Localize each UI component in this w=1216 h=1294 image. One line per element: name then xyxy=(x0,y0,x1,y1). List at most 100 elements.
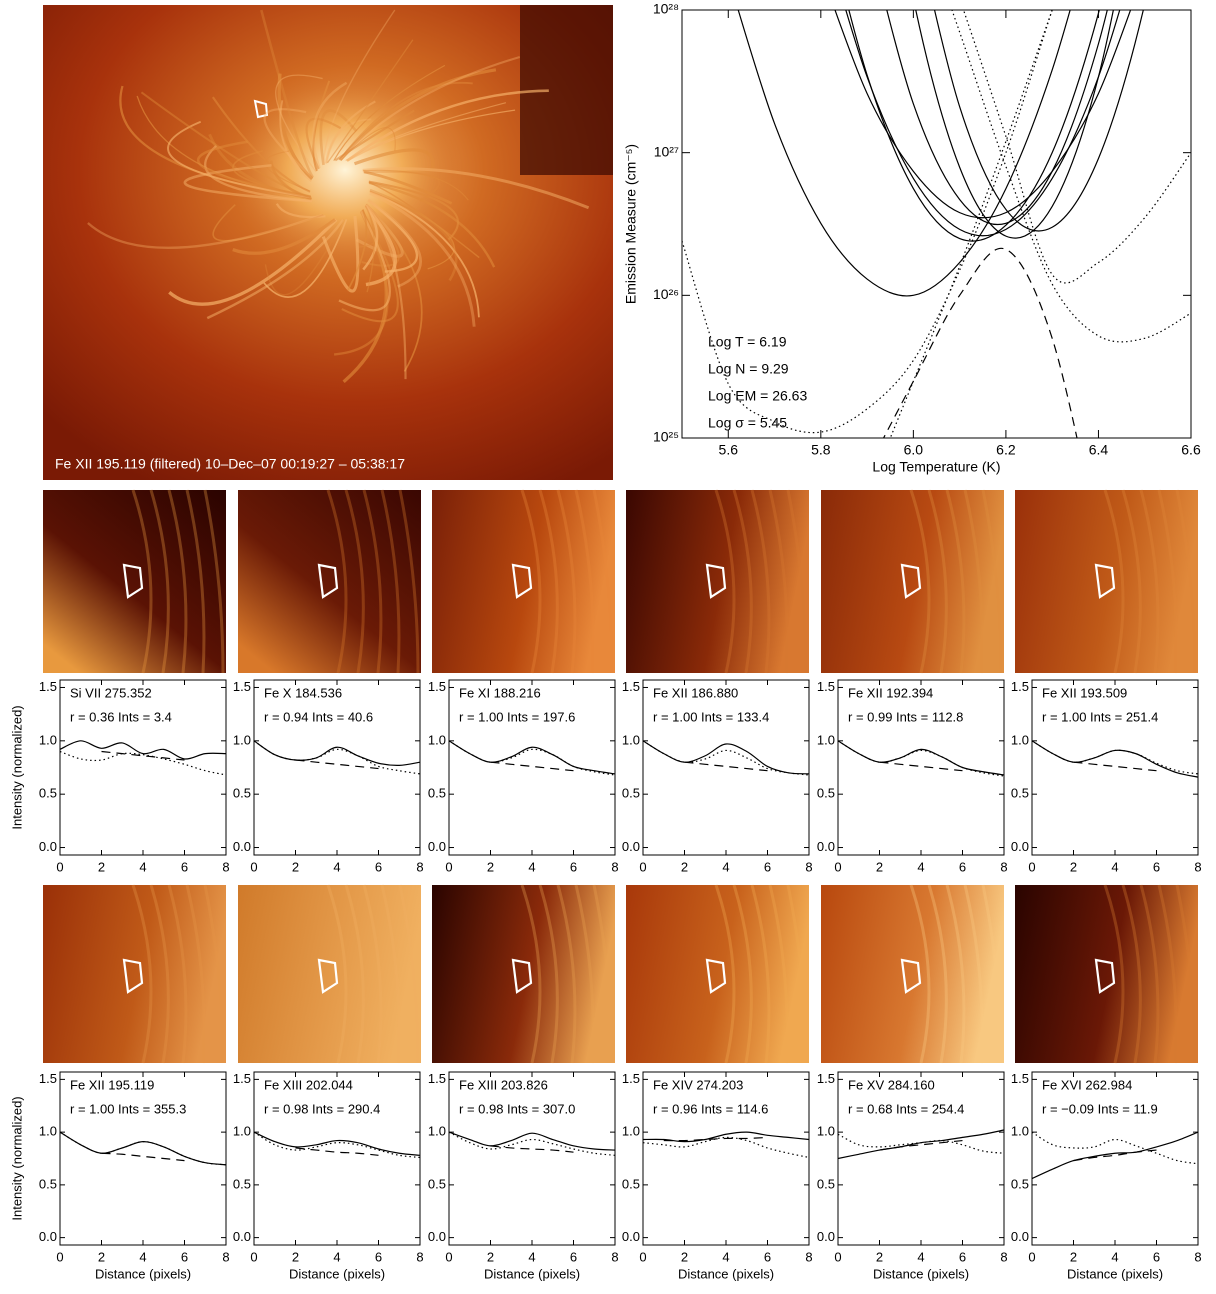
y-tick-label: 1.0 xyxy=(428,732,446,747)
y-tick-label: 10²⁸ xyxy=(653,1,679,17)
y-tick-label: 0.0 xyxy=(428,1229,446,1244)
x-tick-label: 2 xyxy=(1070,1249,1077,1264)
plot-frame xyxy=(254,1072,420,1245)
y-tick-label: 10²⁵ xyxy=(653,429,679,445)
x-tick-label: 0 xyxy=(834,859,841,874)
x-tick-label: 6 xyxy=(764,859,771,874)
y-axis-label: Intensity (normalized) xyxy=(9,705,24,829)
context-image xyxy=(432,490,615,673)
y-tick-label: 1.5 xyxy=(233,1071,251,1086)
y-tick-label: 1.5 xyxy=(1011,1071,1029,1086)
x-tick-label: 2 xyxy=(876,859,883,874)
panel-annotation: r = 0.96 Ints = 114.6 xyxy=(653,1101,768,1116)
x-axis-label: Distance (pixels) xyxy=(678,1266,774,1281)
panel-annotation: r = 0.98 Ints = 290.4 xyxy=(264,1101,380,1116)
y-tick-label: 1.0 xyxy=(428,1124,446,1139)
plot-frame xyxy=(449,680,615,855)
panel-annotation: r = 0.68 Ints = 254.4 xyxy=(848,1101,964,1116)
annotation: Log T = 6.19 xyxy=(708,334,787,350)
y-tick-label: 0.5 xyxy=(622,1176,640,1191)
y-tick-label: 1.0 xyxy=(1011,732,1029,747)
context-image xyxy=(432,885,615,1063)
y-tick-label: 0.0 xyxy=(1011,839,1029,854)
y-tick-label: 1.0 xyxy=(622,732,640,747)
x-tick-label: 8 xyxy=(805,1249,812,1264)
x-tick-label: 4 xyxy=(139,859,146,874)
y-axis-label: Intensity (normalized) xyxy=(9,1096,24,1220)
x-axis-label: Log Temperature (K) xyxy=(872,459,1000,475)
x-tick-label: 8 xyxy=(416,1249,423,1264)
y-tick-label: 0.0 xyxy=(39,839,57,854)
x-tick-label: 0 xyxy=(250,1249,257,1264)
x-tick-label: 2 xyxy=(1070,859,1077,874)
x-tick-label: 4 xyxy=(528,859,535,874)
x-tick-label: 8 xyxy=(222,1249,229,1264)
x-tick-label: 2 xyxy=(876,1249,883,1264)
y-tick-label: 1.0 xyxy=(39,1124,57,1139)
panel-annotation: r = 0.94 Ints = 40.6 xyxy=(264,709,373,724)
context-image xyxy=(43,490,226,673)
y-tick-label: 1.5 xyxy=(428,1071,446,1086)
panel-annotation: r = 0.98 Ints = 307.0 xyxy=(459,1101,575,1116)
plot-frame xyxy=(1032,1072,1198,1245)
y-tick-label: 1.5 xyxy=(622,1071,640,1086)
plot-frame xyxy=(60,1072,226,1245)
y-tick-label: 1.5 xyxy=(39,1071,57,1086)
y-tick-label: 0.0 xyxy=(428,839,446,854)
x-tick-label: 2 xyxy=(487,1249,494,1264)
x-tick-label: 5.8 xyxy=(811,442,831,458)
x-tick-label: 4 xyxy=(722,859,729,874)
y-tick-label: 0.5 xyxy=(622,786,640,801)
panel-title: Si VII 275.352 xyxy=(70,685,152,700)
panel-annotation: r = 1.00 Ints = 355.3 xyxy=(70,1101,186,1116)
x-tick-label: 6 xyxy=(1153,1249,1160,1264)
panel-title: Fe XIII 202.044 xyxy=(264,1077,353,1092)
x-axis-label: Distance (pixels) xyxy=(95,1266,191,1281)
y-tick-label: 1.0 xyxy=(622,1124,640,1139)
x-tick-label: 2 xyxy=(681,859,688,874)
x-tick-label: 8 xyxy=(222,859,229,874)
y-tick-label: 1.0 xyxy=(39,732,57,747)
x-tick-label: 2 xyxy=(292,859,299,874)
panel-annotation: r = 1.00 Ints = 197.6 xyxy=(459,709,575,724)
y-tick-label: 1.5 xyxy=(817,679,835,694)
x-tick-label: 4 xyxy=(917,1249,924,1264)
y-tick-label: 0.0 xyxy=(622,1229,640,1244)
x-tick-label: 6 xyxy=(764,1249,771,1264)
y-tick-label: 0.0 xyxy=(622,839,640,854)
plot-frame xyxy=(1032,680,1198,855)
solar-image: Fe XII 195.119 (filtered) 10–Dec–07 00:1… xyxy=(43,5,613,480)
plot-frame xyxy=(449,1072,615,1245)
context-image xyxy=(626,885,809,1063)
x-tick-label: 0 xyxy=(834,1249,841,1264)
panel-annotation: r = 0.36 Ints = 3.4 xyxy=(70,709,172,724)
y-tick-label: 0.5 xyxy=(39,786,57,801)
panel-annotation: r = 0.99 Ints = 112.8 xyxy=(848,709,963,724)
x-tick-label: 2 xyxy=(292,1249,299,1264)
image-caption: Fe XII 195.119 (filtered) 10–Dec–07 00:1… xyxy=(55,456,405,472)
x-tick-label: 4 xyxy=(1111,1249,1118,1264)
y-tick-label: 0.5 xyxy=(428,1176,446,1191)
y-tick-label: 0.5 xyxy=(1011,786,1029,801)
x-tick-label: 6 xyxy=(570,1249,577,1264)
y-tick-label: 0.0 xyxy=(1011,1229,1029,1244)
y-tick-label: 10²⁷ xyxy=(654,143,679,159)
x-tick-label: 4 xyxy=(917,859,924,874)
plot-frame xyxy=(254,680,420,855)
panel-annotation: r = 1.00 Ints = 251.4 xyxy=(1042,709,1158,724)
x-tick-label: 0 xyxy=(56,1249,63,1264)
y-tick-label: 1.5 xyxy=(817,1071,835,1086)
x-tick-label: 8 xyxy=(1000,1249,1007,1264)
x-tick-label: 6.6 xyxy=(1181,442,1201,458)
x-tick-label: 6 xyxy=(959,859,966,874)
context-image xyxy=(1015,885,1198,1063)
y-tick-label: 1.0 xyxy=(817,732,835,747)
x-tick-label: 6.0 xyxy=(904,442,924,458)
y-tick-label: 0.0 xyxy=(817,1229,835,1244)
x-tick-label: 8 xyxy=(805,859,812,874)
x-tick-label: 6.4 xyxy=(1089,442,1109,458)
y-tick-label: 1.5 xyxy=(622,679,640,694)
figure: Fe XII 195.119 (filtered) 10–Dec–07 00:1… xyxy=(0,0,1216,1289)
y-tick-label: 0.5 xyxy=(39,1176,57,1191)
panel-title: Fe XI 188.216 xyxy=(459,685,541,700)
